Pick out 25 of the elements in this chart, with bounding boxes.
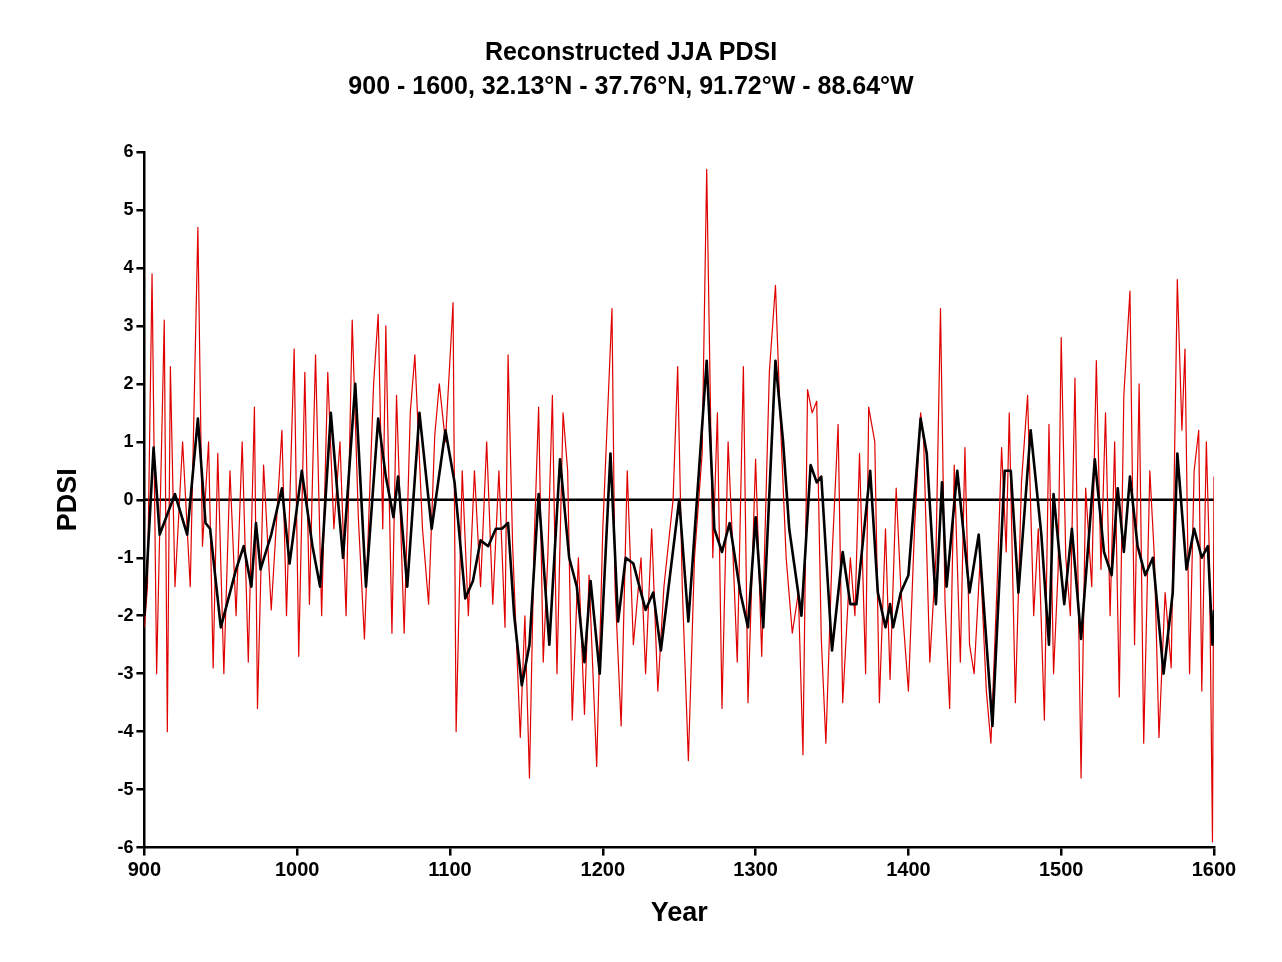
y-tick-label: 5 (123, 198, 134, 219)
x-tick-label: 900 (127, 858, 162, 881)
x-axis-title: Year (650, 897, 709, 928)
x-tick-label: 1200 (580, 858, 626, 881)
chart-subtitle: 900 - 1600, 32.13°N - 37.76°N, 91.72°W - 88.64°W (348, 70, 915, 99)
y-tick-label: 6 (123, 140, 134, 161)
y-tick-label: 3 (123, 314, 134, 335)
x-tick-label: 1100 (428, 858, 472, 881)
chart-title: Reconstructed JJA PDSI (484, 36, 778, 65)
y-tick-label: 4 (123, 256, 134, 277)
x-tick-label: 1000 (274, 858, 320, 881)
y-tick-label: -3 (117, 662, 134, 683)
y-tick-label: -4 (117, 720, 134, 741)
y-tick-label: -1 (117, 546, 134, 567)
x-tick-label: 1500 (1038, 858, 1084, 881)
y-tick-label: -6 (117, 836, 134, 857)
y-tick-label: 2 (123, 372, 134, 393)
x-tick-label: 1300 (733, 858, 778, 881)
x-tick-label: 1400 (886, 858, 931, 881)
y-tick-label: -5 (117, 778, 134, 799)
y-tick-label: 1 (123, 430, 134, 451)
y-axis-title: PDSI (51, 468, 82, 532)
x-tick-label: 1600 (1191, 858, 1237, 881)
y-tick-label: -2 (117, 604, 134, 625)
y-tick-label: 0 (123, 488, 134, 509)
